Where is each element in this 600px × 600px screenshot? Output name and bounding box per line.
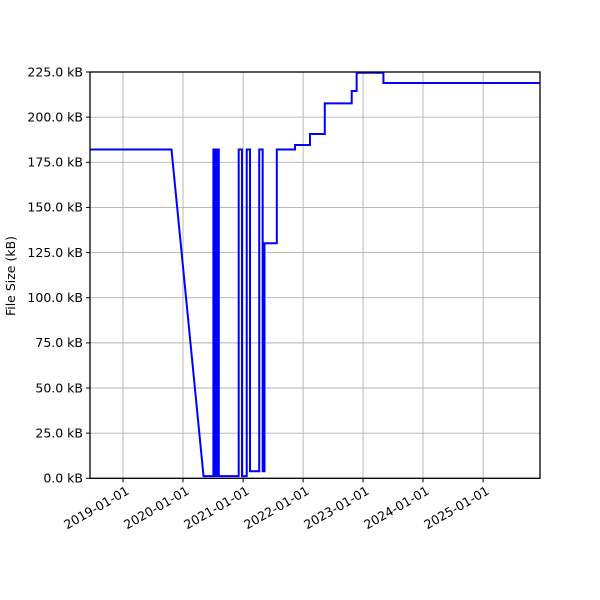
y-tick-label: 100.0 kB [27,290,83,305]
y-tick-label: 50.0 kB [35,380,83,395]
x-tick-label: 2019-01-01 [61,483,131,532]
y-tick-label: 0.0 kB [43,471,83,486]
y-tick-label: 150.0 kB [27,200,83,215]
x-tick-label: 2025-01-01 [421,483,491,532]
y-tick-label: 25.0 kB [35,425,83,440]
y-tick-label: 75.0 kB [35,335,83,350]
x-tick-label: 2024-01-01 [361,483,431,532]
x-tick-label: 2023-01-01 [301,483,371,532]
x-tick-label: 2022-01-01 [241,483,311,532]
x-tick-label: 2020-01-01 [121,483,191,532]
file-size-line [90,71,540,478]
series-line [90,71,540,478]
y-tick-label: 175.0 kB [27,155,83,170]
y-axis-tick-labels: 0.0 kB 25.0 kB 50.0 kB 75.0 kB 100.0 kB 125.0… [27,64,83,485]
y-tick-label: 125.0 kB [27,245,83,260]
axis-ticks [86,71,484,483]
y-tick-label: 225.0 kB [27,64,83,79]
x-axis-tick-labels: 2019-01-012020-01-012021-01-012022-01-01… [61,483,492,532]
y-tick-label: 200.0 kB [27,109,83,124]
y-axis-title: File Size (kB) [3,236,18,316]
plot-border [89,71,541,479]
x-tick-label: 2021-01-01 [181,483,251,532]
axes-spines [89,71,541,479]
